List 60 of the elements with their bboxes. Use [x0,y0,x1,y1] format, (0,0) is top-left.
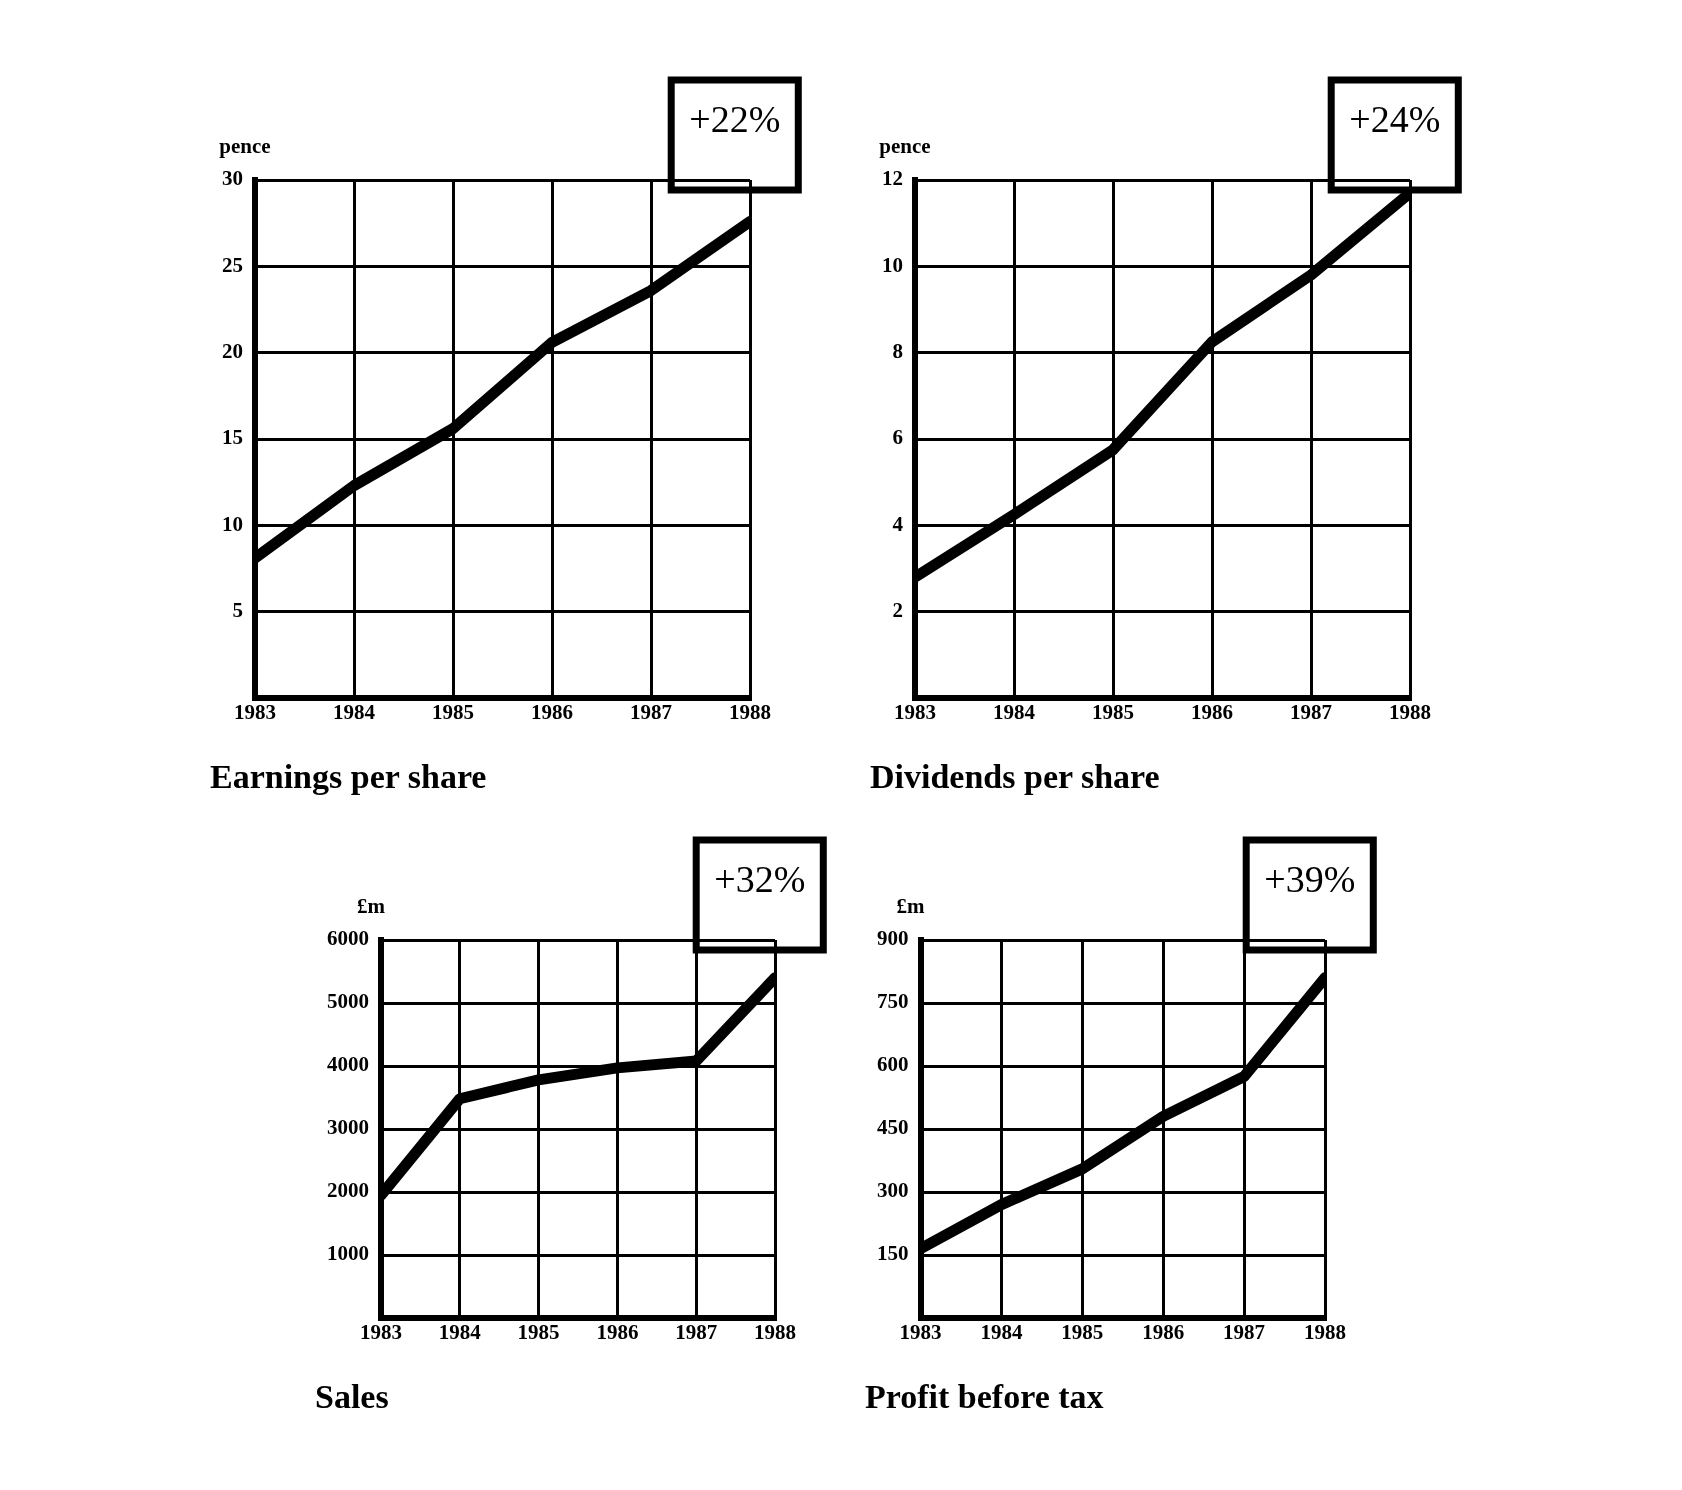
y-axis-title: £m [357,893,386,918]
text: Dividends per share [870,758,1160,796]
y-tick-label: 15 [222,425,243,450]
x-tick-label: 1987 [675,1320,718,1345]
y-tick-label: 150 [877,1241,909,1266]
text: Sales [315,1378,389,1416]
y-tick-label: 450 [877,1115,909,1140]
y-tick-label: 600 [877,1052,909,1077]
y-tick-label: 12 [882,166,903,191]
y-tick-label: 20 [222,339,243,364]
y-tick-label: 4 [892,511,904,536]
text: Earnings per share [210,758,487,796]
x-tick-label: 1986 [1142,1320,1185,1345]
x-tick-label: 1985 [1061,1320,1104,1345]
y-tick-label: 30 [222,166,243,191]
y-tick-label: 900 [877,926,909,951]
y-axis-title: pence [219,133,271,158]
x-tick-label: 1983 [894,700,936,725]
text: +24% [1349,97,1441,140]
y-tick-label: 5000 [327,989,369,1014]
y-axis-title: pence [879,133,931,158]
y-tick-label: 2000 [327,1178,369,1203]
x-tick-label: 1987 [630,700,672,725]
x-tick-label: 1985 [517,1320,560,1345]
x-tick-label: 1988 [1304,1320,1346,1345]
y-axis-title: £m [896,893,925,918]
x-tick-label: 1984 [993,700,1036,725]
x-tick-label: 1987 [1223,1320,1266,1345]
y-tick-label: 6000 [327,926,369,951]
text: Profit before tax [865,1378,1104,1416]
y-tick-label: 6 [892,425,903,450]
x-tick-label: 1986 [531,700,573,725]
x-tick-label: 1983 [899,1320,942,1345]
y-tick-label: 3000 [327,1115,369,1140]
y-tick-label: 8 [892,339,903,364]
x-tick-label: 1984 [333,700,376,725]
x-tick-label: 1984 [438,1320,482,1345]
x-tick-label: 1984 [980,1320,1023,1345]
y-tick-label: 25 [222,252,243,277]
x-tick-label: 1983 [234,700,276,725]
y-tick-label: 300 [877,1178,909,1203]
y-tick-label: 750 [877,989,909,1014]
x-tick-label: 1985 [1092,700,1134,725]
y-tick-label: 2 [892,598,903,623]
x-tick-label: 1988 [729,700,771,725]
x-tick-label: 1986 [596,1320,639,1345]
y-tick-label: 1000 [327,1241,369,1266]
y-tick-label: 10 [222,511,243,536]
text: +39% [1264,857,1356,900]
y-tick-label: 10 [882,252,903,277]
y-tick-label: 4000 [327,1052,369,1077]
x-tick-label: 1985 [432,700,474,725]
x-tick-label: 1987 [1290,700,1332,725]
x-tick-label: 1986 [1191,700,1233,725]
y-tick-label: 5 [232,598,243,623]
text: +22% [689,97,781,140]
x-tick-label: 1988 [1389,700,1431,725]
x-tick-label: 1983 [360,1320,402,1345]
text: +32% [714,857,806,900]
x-tick-label: 1988 [754,1320,796,1345]
